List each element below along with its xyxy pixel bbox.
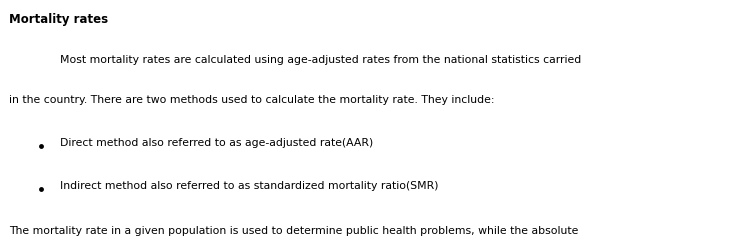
- Text: Mortality rates: Mortality rates: [9, 12, 108, 26]
- Text: Indirect method also referred to as standardized mortality ratio(SMR): Indirect method also referred to as stan…: [60, 180, 439, 190]
- Text: in the country. There are two methods used to calculate the mortality rate. They: in the country. There are two methods us…: [9, 95, 494, 105]
- Text: Most mortality rates are calculated using age-adjusted rates from the national s: Most mortality rates are calculated usin…: [60, 55, 581, 65]
- Text: The mortality rate in a given population is used to determine public health prob: The mortality rate in a given population…: [9, 225, 578, 235]
- Text: Direct method also referred to as age-adjusted rate(AAR): Direct method also referred to as age-ad…: [60, 138, 374, 147]
